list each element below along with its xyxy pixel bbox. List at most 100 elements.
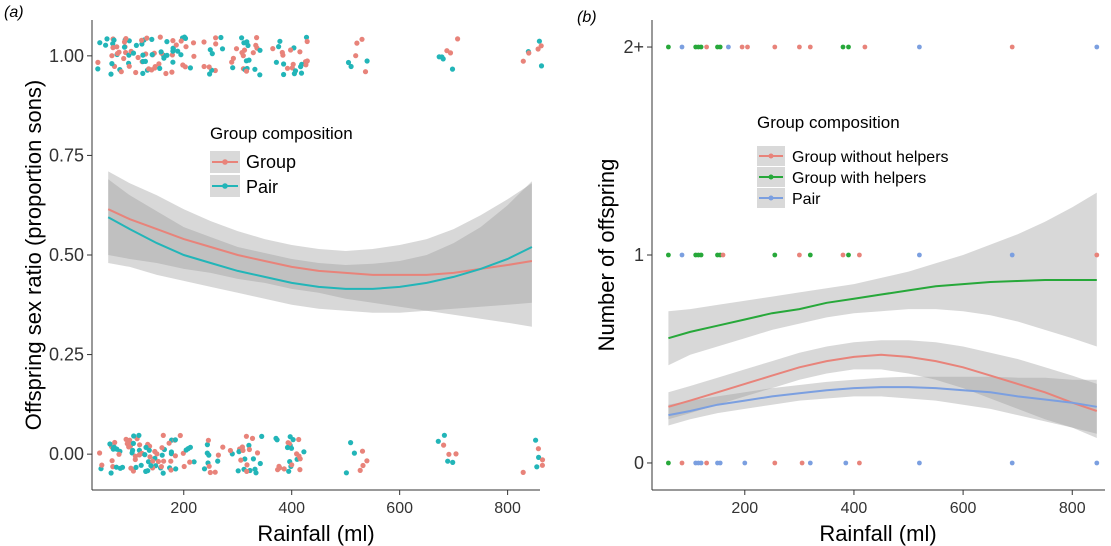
panel-a-point — [114, 50, 121, 57]
panel-b-point-group-without-helpers — [704, 44, 709, 50]
panel-a-point — [242, 456, 248, 462]
panel-a-point — [163, 70, 169, 77]
panel-b-tag: (b) — [577, 9, 597, 26]
panel-a-legend-label-group: Group — [246, 152, 296, 172]
panel-a-point — [185, 446, 191, 452]
panel-a-point — [207, 71, 213, 77]
panel-a-point — [520, 58, 526, 64]
panel-b-point-group-with-helpers — [698, 252, 704, 258]
panel-a-point — [109, 61, 115, 67]
panel-a-point — [364, 458, 370, 464]
panel-a-point — [206, 463, 212, 469]
panel-b-point-group-without-helpers — [704, 460, 709, 466]
panel-a-point — [187, 459, 193, 465]
panel-a-y-ticks: 0.00 0.25 0.50 0.75 1.00 — [49, 46, 92, 464]
panel-a-point — [348, 63, 354, 70]
panel-a-point — [538, 43, 544, 49]
panel-b-point-group-without-helpers — [720, 252, 726, 258]
panel-a-point — [439, 54, 445, 60]
panel-a-sex-ratio-plot: (a) 200 400 600 800 0.00 0.25 0.50 0.75 1.00 Ra… — [4, 4, 546, 546]
panel-a-point — [289, 462, 295, 468]
panel-b-x-tick-label-200: 200 — [731, 500, 758, 517]
panel-a-point — [449, 66, 456, 72]
panel-b-x-tick-label-600: 600 — [950, 500, 977, 517]
panel-a-point — [297, 49, 303, 55]
panel-a-point — [241, 47, 248, 53]
panel-b-points — [666, 44, 1100, 466]
panel-a-point — [131, 433, 137, 439]
panel-b-point-group-without-helpers — [840, 252, 846, 258]
panel-a-point — [535, 446, 542, 452]
panel-a-point — [362, 69, 369, 75]
panel-a-point — [204, 442, 210, 448]
panel-a-point — [359, 448, 366, 454]
panel-b-point-group-with-helpers — [846, 44, 851, 50]
panel-a-point — [453, 451, 459, 457]
panel-a-point — [277, 465, 283, 471]
panel-a-point — [130, 50, 137, 56]
panel-b-point-pair — [1009, 252, 1015, 258]
panel-a-point — [118, 69, 124, 75]
panel-a-point — [157, 65, 163, 71]
panel-a-point — [109, 53, 115, 59]
panel-a-point — [215, 458, 221, 464]
panel-a-fit-line-pair — [107, 216, 533, 290]
panel-b-point-pair — [917, 44, 922, 50]
panel-b-point-group-with-helpers — [666, 252, 671, 258]
panel-b-legend-dot-pair — [768, 195, 774, 201]
panel-b-point-group-without-helpers — [679, 460, 685, 466]
panel-b-point-pair — [1094, 460, 1100, 466]
panel-b-point-group-without-helpers — [1094, 252, 1100, 258]
panel-a-point — [206, 64, 212, 70]
panel-b-point-group-with-helpers — [840, 44, 846, 50]
panel-a-point — [111, 444, 117, 450]
panel-a-point — [164, 39, 170, 45]
panel-b-offspring-plot: (b) 200 400 600 800 0 1 2+ Rainfall (ml) Numb… — [577, 9, 1105, 546]
panel-a-point — [273, 435, 279, 441]
panel-b-point-group-without-helpers — [807, 44, 813, 50]
panel-b-legend-label-pair: Pair — [792, 191, 821, 208]
panel-b-point-pair — [742, 460, 748, 466]
panel-b-point-group-without-helpers — [857, 460, 862, 466]
panel-a-x-tick-label-400: 400 — [278, 500, 305, 517]
panel-a-point — [170, 38, 176, 44]
panel-a-point — [178, 38, 184, 44]
panel-a-point — [250, 456, 256, 462]
panel-b-y-tick-label-0: 0 — [634, 453, 644, 473]
panel-a-point — [136, 452, 142, 458]
panel-a-point — [205, 437, 211, 443]
panel-a-point — [99, 462, 105, 468]
panel-b-y-tick-label-2: 2+ — [623, 37, 644, 57]
panel-b-legend-label-group-without-helpers: Group without helpers — [792, 149, 949, 166]
panel-a-point — [209, 51, 215, 57]
panel-a-point — [170, 48, 176, 54]
panel-a-point — [172, 437, 178, 443]
panel-a-point — [175, 48, 181, 54]
panel-a-x-tick-label-200: 200 — [170, 500, 197, 517]
panel-b-ci-band-group-with-helpers — [668, 192, 1097, 366]
panel-a-point — [348, 440, 354, 446]
panel-a-legend-label-pair: Pair — [246, 177, 278, 197]
panel-b-x-axis-title: Rainfall (ml) — [819, 521, 936, 546]
panel-a-point — [181, 34, 188, 40]
panel-a-point — [109, 458, 115, 464]
panel-a-point — [250, 50, 256, 56]
panel-a-legend-title: Group composition — [210, 124, 353, 143]
panel-a-point — [343, 470, 349, 476]
panel-a-point — [113, 464, 119, 470]
panel-a-point — [288, 445, 295, 451]
panel-a-point — [286, 468, 292, 474]
panel-a-point — [455, 36, 461, 42]
panel-a-point — [177, 432, 183, 439]
panel-b-fit-line-group-with-helpers — [668, 279, 1097, 340]
panel-b-x-tick-label-800: 800 — [1059, 500, 1086, 517]
panel-a-point — [159, 452, 165, 458]
panel-b-y-axis-title: Number of offspring — [594, 159, 619, 352]
panel-b-point-pair — [917, 252, 922, 258]
panel-b-ci-band-pair — [668, 376, 1097, 434]
panel-a-point — [359, 36, 365, 42]
panel-a-jittered-points — [95, 34, 546, 476]
panel-a-point — [241, 40, 247, 46]
panel-a-point — [168, 458, 174, 464]
